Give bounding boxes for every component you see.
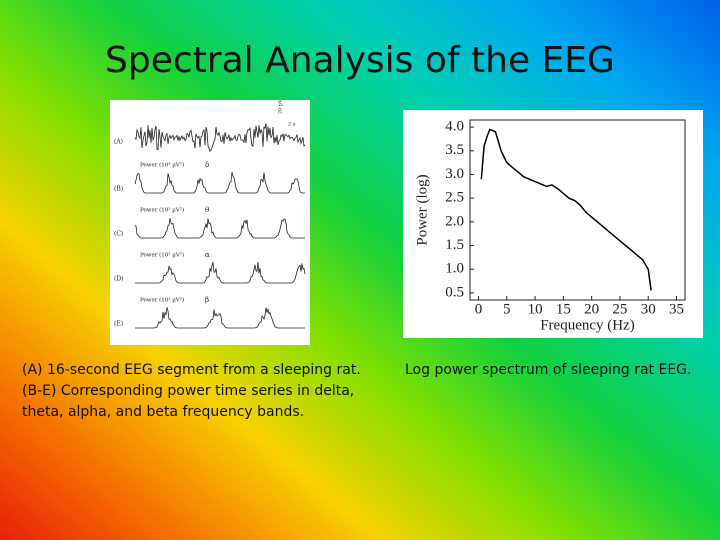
spectrum-figure: 0.5 1.0 1.5 2.0 2.5 3.0 3.5 4.0 0 5 10 15 20 25 30 35 Fr… <box>403 110 703 338</box>
panel-label: (C) <box>114 231 123 238</box>
band-label: β <box>205 296 209 304</box>
x-tick-label: 15 <box>556 301 571 317</box>
panel-label: (E) <box>114 321 123 328</box>
trace <box>134 171 305 194</box>
y-tick-label: 1.5 <box>445 237 464 253</box>
x-tick-label: 10 <box>528 301 543 317</box>
panel-label: (B) <box>114 186 123 193</box>
plot-frame <box>469 119 686 301</box>
right-caption: Log power spectrum of sleeping rat EEG. <box>405 360 715 381</box>
trace <box>135 307 305 329</box>
x-tick-label: 20 <box>584 301 599 317</box>
x-tick-label: 30 <box>641 301 656 317</box>
eeg-figure: (A) (B) Power (10³ µV²) δ (C) Power (10³ µV²)… <box>110 100 310 345</box>
power-label: Power (10³ µV²) <box>140 297 184 304</box>
scale-label: 2 s <box>288 122 296 128</box>
y-tick-label: 1.0 <box>445 261 464 277</box>
power-label: Power (10³ µV²) <box>140 162 184 169</box>
trace <box>134 261 306 284</box>
power-label: Power (10³ µV²) <box>140 207 184 214</box>
band-label: δ <box>205 161 209 169</box>
panel-label: (D) <box>114 276 124 283</box>
left-caption: (A) 16-second EEG segment from a sleepin… <box>22 360 392 423</box>
band-label: α <box>205 251 210 259</box>
band-label: θ <box>205 206 209 214</box>
x-tick-label: 35 <box>669 301 684 317</box>
y-tick-label: 2.5 <box>445 190 464 206</box>
y-axis-label: Power (log) <box>414 174 430 245</box>
x-axis-label: Frequency (Hz) <box>540 317 635 333</box>
scale-label: 20 µV <box>278 100 284 114</box>
power-label: Power (10³ µV²) <box>140 252 184 259</box>
trace <box>134 218 305 239</box>
x-tick-label: 0 <box>475 301 483 317</box>
caption-line: (A) 16-second EEG segment from a sleepin… <box>22 362 361 378</box>
caption-line: Log power spectrum of sleeping rat EEG. <box>405 362 692 378</box>
spectrum-line <box>480 128 652 291</box>
y-tick-label: 0.5 <box>445 284 464 300</box>
slide-title: Spectral Analysis of the EEG <box>105 40 615 81</box>
caption-line: (B-E) Corresponding power time series in… <box>22 383 355 399</box>
caption-line: theta, alpha, and beta frequency bands. <box>22 404 305 420</box>
y-tick-label: 4.0 <box>445 119 464 135</box>
panel-label: (A) <box>114 139 123 146</box>
x-tick-label: 25 <box>612 301 627 317</box>
y-tick-label: 2.0 <box>445 213 464 229</box>
y-tick-label: 3.5 <box>445 142 464 158</box>
trace <box>134 123 306 153</box>
x-tick-label: 5 <box>503 301 511 317</box>
y-tick-label: 3.0 <box>445 166 464 182</box>
